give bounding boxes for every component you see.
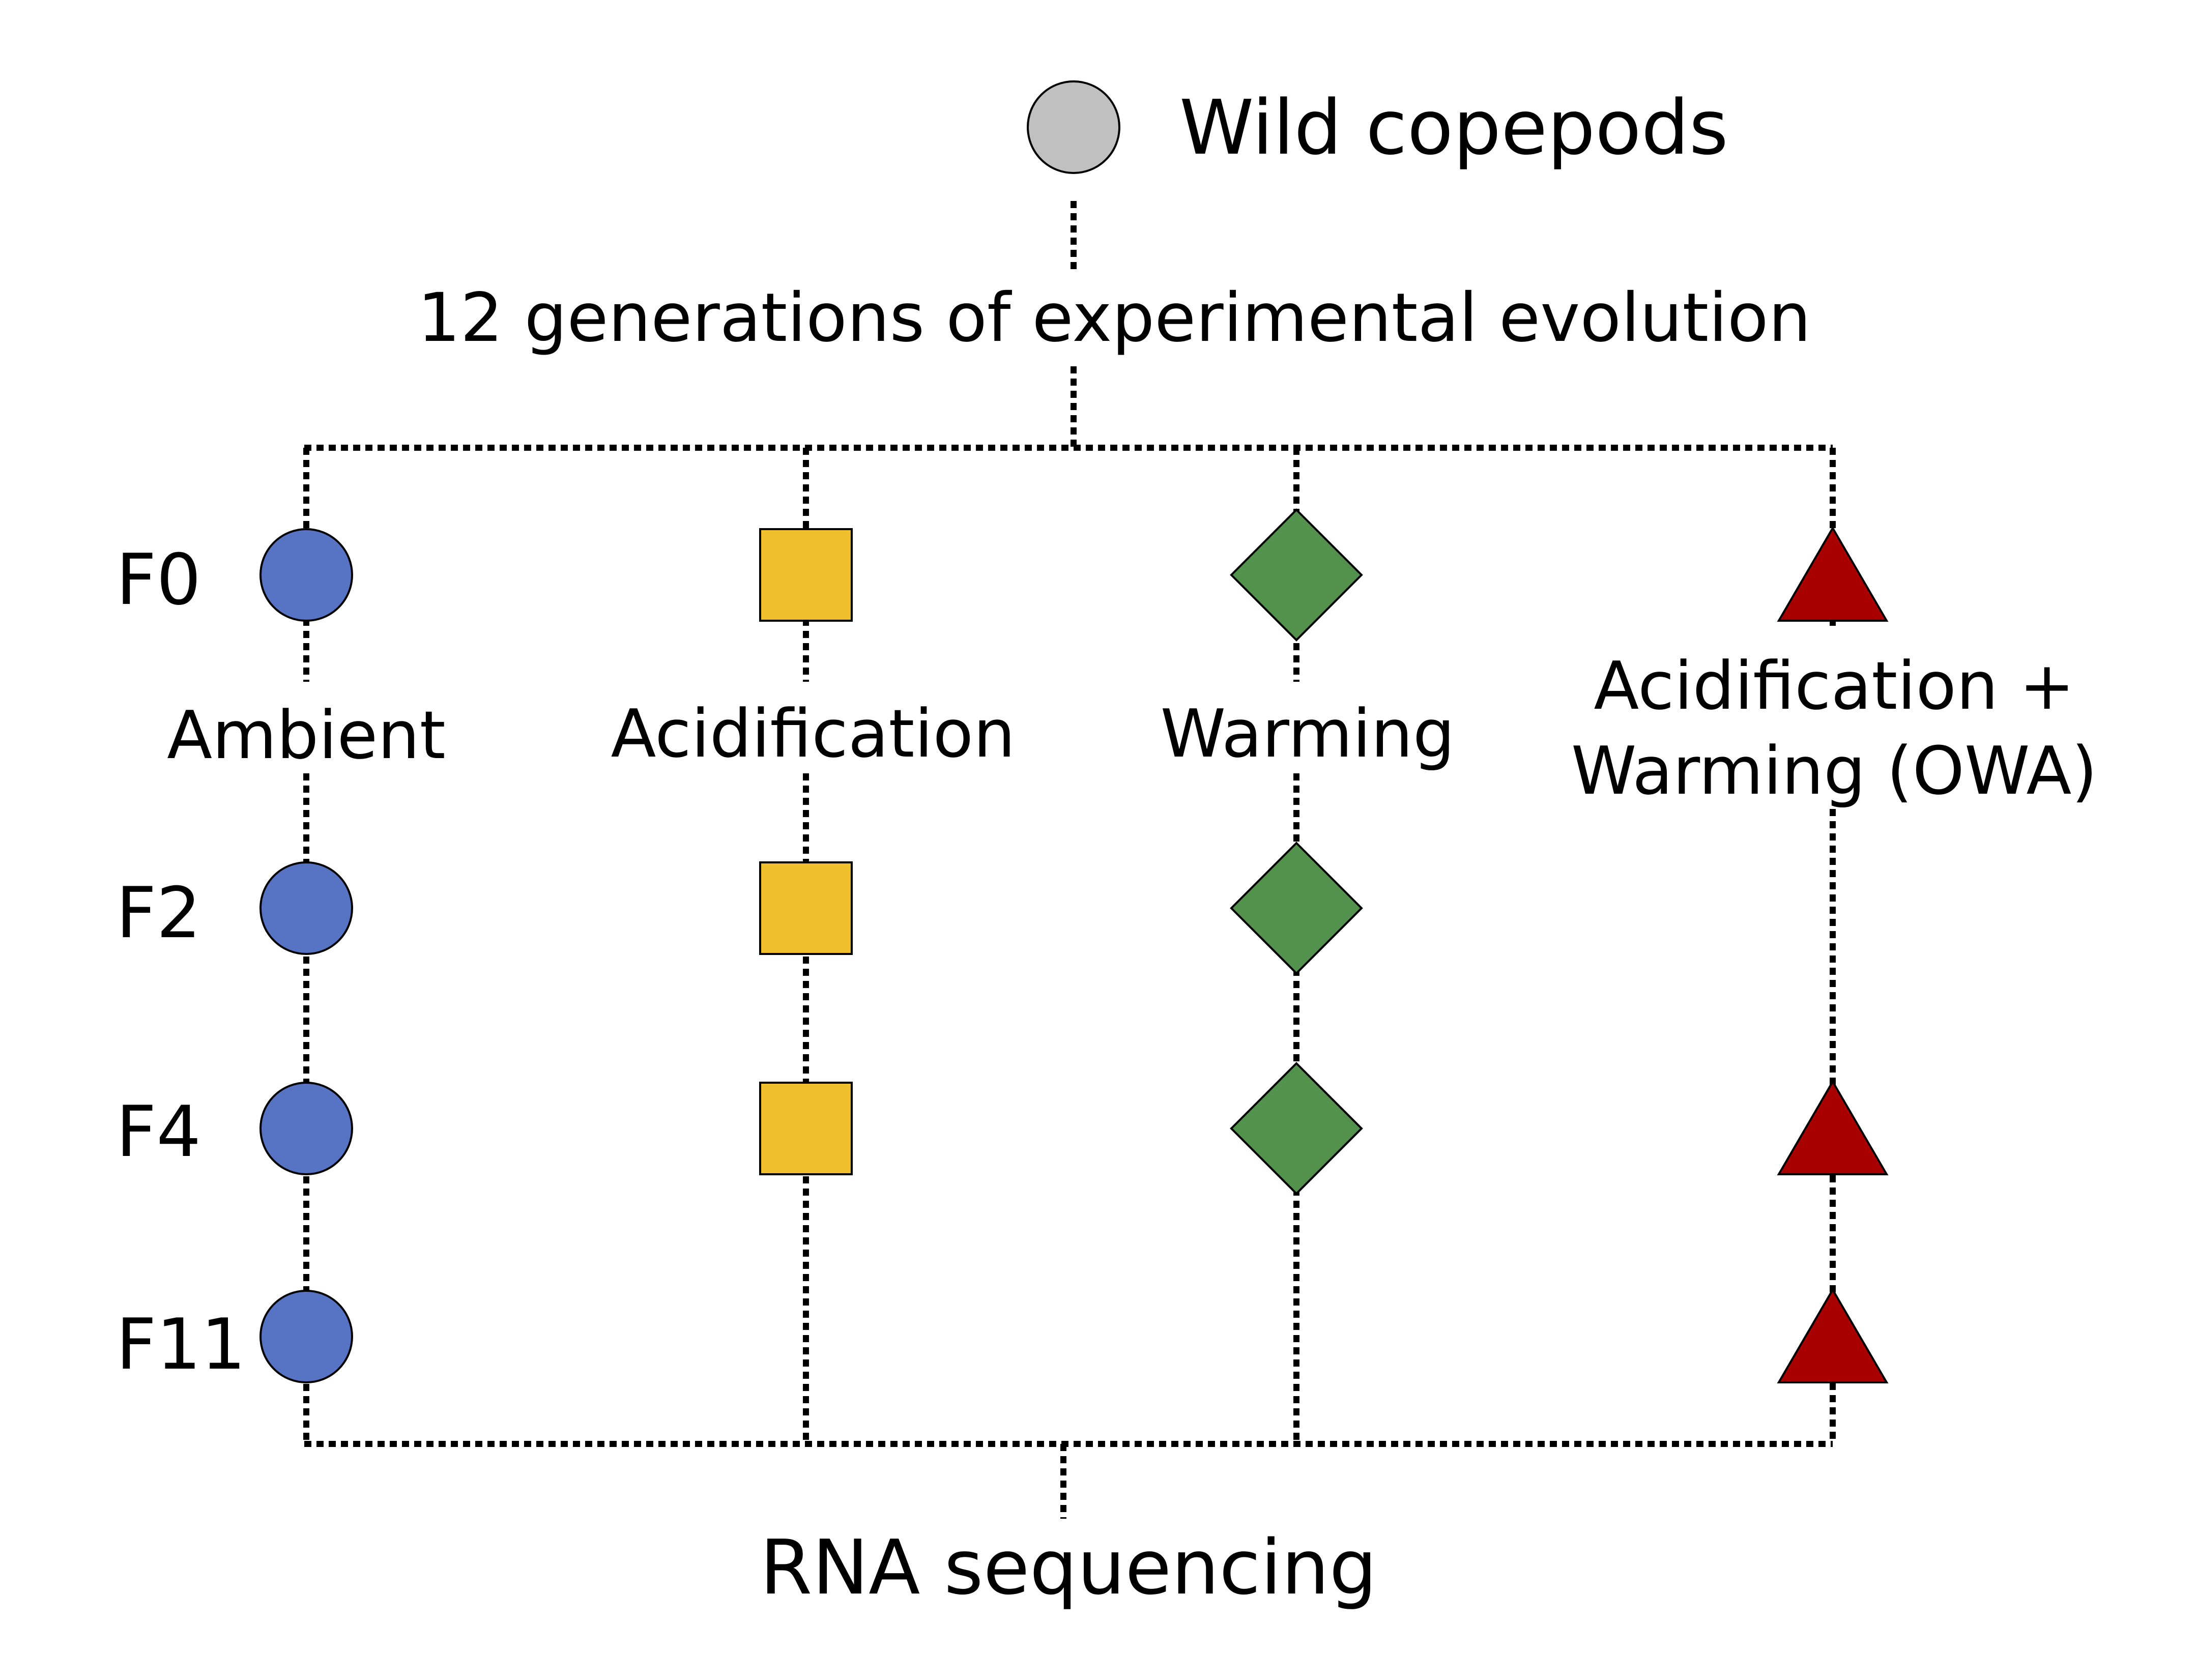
treatment-label-acidification: Acidification [611,695,1016,772]
ambient-f2-circle-marker [259,861,353,955]
warming-f4-diamond-marker [1230,1062,1363,1195]
treatment-label-ambient: Ambient [167,697,446,774]
process-label: 12 generations of experimental evolution [418,279,1811,357]
treatment-label-owa-line2: Warming (OWA) [1571,732,2097,809]
origin-label: Wild copepods [1179,84,1728,171]
owa-f4-triangle-marker [1777,1080,1889,1175]
warming-f2-diamond-marker [1230,842,1363,975]
wild-copepods-circle [1027,80,1120,174]
acidification-f0-square-marker [759,528,853,622]
acidification-f2-square-marker [759,861,853,955]
warming-f0-diamond-marker [1230,508,1363,642]
generation-label-f2: F2 [116,872,201,954]
connector-lines [303,201,1836,1519]
generation-label-f11: F11 [116,1304,246,1385]
owa-f11-triangle-marker [1777,1288,1889,1383]
sample-markers [259,508,1889,1383]
treatment-label-warming: Warming [1161,695,1455,772]
treatment-label-owa-line1: Acidification + [1594,647,2074,725]
ambient-f11-circle-marker [259,1290,353,1383]
ambient-f0-circle-marker [259,528,353,622]
generation-label-f0: F0 [116,539,201,621]
outcome-label: RNA sequencing [760,1524,1377,1611]
treatment-labels: Ambient Acidification Warming Acidificat… [167,647,2097,809]
owa-f0-triangle-marker [1777,526,1889,622]
generation-label-f4: F4 [116,1091,201,1173]
acidification-f4-square-marker [759,1082,853,1175]
ambient-f4-circle-marker [259,1082,353,1175]
generation-labels: F0 F2 F4 F11 [116,539,246,1385]
